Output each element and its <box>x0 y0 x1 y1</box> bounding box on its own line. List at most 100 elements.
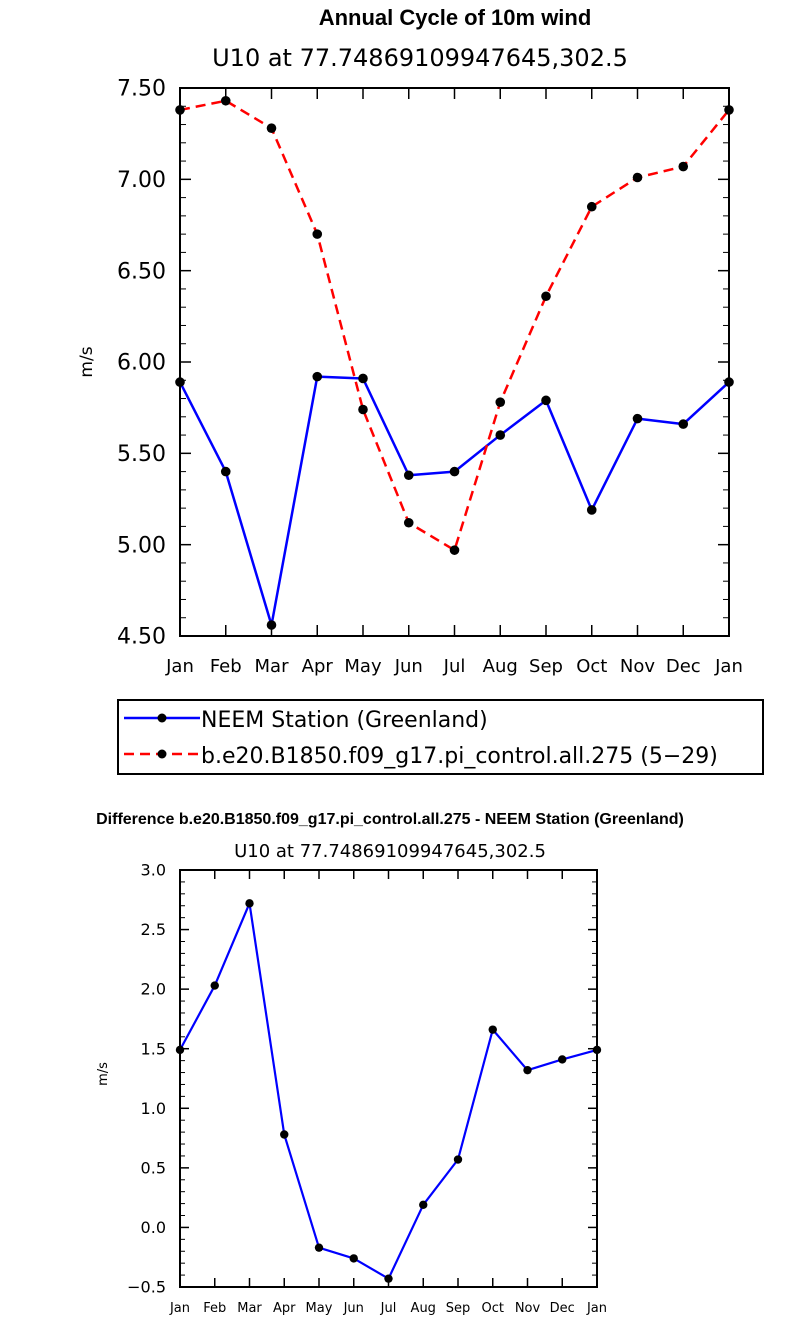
series-0-point <box>523 1065 532 1075</box>
x-tick-label: Oct <box>482 1301 504 1316</box>
x-tick-label: Dec <box>550 1301 575 1316</box>
chart2-subtitle: U10 at 77.74869109947645,302.5 <box>234 841 546 862</box>
y-tick-label: 5.50 <box>117 442 166 467</box>
y-tick-label: 2.5 <box>141 920 166 939</box>
x-tick-label: Jul <box>443 656 466 677</box>
x-tick-label: May <box>306 1301 333 1316</box>
chart2-title: Difference b.e20.B1850.f09_g17.pi_contro… <box>96 811 684 828</box>
chart-difference: Difference b.e20.B1850.f09_g17.pi_contro… <box>96 811 684 1316</box>
y-tick-label: 2.0 <box>141 980 166 999</box>
y-tick-label: 1.0 <box>141 1099 166 1118</box>
x-tick-label: Jan <box>714 656 743 677</box>
series-0-point <box>586 505 597 515</box>
series-0-point <box>175 1045 185 1055</box>
legend-box <box>117 699 764 775</box>
chart1-subtitle: U10 at 77.74869109947645,302.5 <box>212 44 628 72</box>
series-1-point <box>724 105 734 115</box>
y-tick-label: 6.50 <box>117 259 166 284</box>
x-tick-label: Jan <box>586 1301 607 1316</box>
x-tick-label: Jun <box>394 656 423 677</box>
series-line-1 <box>179 99 730 552</box>
chart1-title: Annual Cycle of 10m wind <box>319 5 592 30</box>
series-1-point <box>403 517 414 528</box>
chart1-plot-area: 4.50 5.00 5.50 6.00 6.50 7.00 7.50 Jan Feb Mar Apr… <box>117 77 743 677</box>
x-tick-label: Sep <box>529 656 563 677</box>
series-0-point <box>449 466 460 477</box>
series-0-point <box>210 981 219 990</box>
series-1-point <box>266 123 277 133</box>
x-tick-label: Sep <box>446 1301 471 1316</box>
x-tick-label: Apr <box>302 656 334 677</box>
series-1-point <box>632 172 643 183</box>
chart-annual-cycle: Annual Cycle of 10m wind U10 at 77.74869… <box>77 5 764 775</box>
legend-label-neem: NEEM Station (Greenland) <box>201 708 488 733</box>
series-1-point <box>312 229 323 239</box>
series-1-point <box>541 291 551 302</box>
x-tick-label: Dec <box>666 656 701 677</box>
series-0-point <box>419 1200 428 1209</box>
series-0-point <box>403 470 414 481</box>
series-0-point <box>312 371 323 382</box>
series-0-point <box>384 1274 393 1283</box>
series-0-point <box>245 899 254 908</box>
series-line-0 <box>178 375 730 627</box>
series-0-point <box>175 377 185 387</box>
series-0-point <box>724 377 734 387</box>
series-0-point <box>558 1055 567 1064</box>
x-tick-label: Aug <box>483 656 518 677</box>
plot-frame <box>179 869 598 1288</box>
y-tick-label: 5.00 <box>117 533 166 558</box>
y-tick-label: 6.00 <box>117 351 166 376</box>
chart1-legend: NEEM Station (Greenland) b.e20.B1850.f09… <box>117 699 764 775</box>
series-0-point <box>592 1045 602 1055</box>
x-tick-label: Feb <box>210 656 242 677</box>
series-0-point <box>541 395 551 406</box>
series-0-point <box>220 466 231 477</box>
x-tick-label: May <box>344 656 382 677</box>
y-tick-label: 7.50 <box>117 77 166 102</box>
series-1-point <box>495 397 506 407</box>
y-tick-label: −0.5 <box>127 1278 166 1297</box>
x-tick-label: Jan <box>169 1301 190 1316</box>
x-tick-label: Nov <box>620 656 655 677</box>
y-tick-label: 1.5 <box>141 1039 166 1058</box>
x-tick-label: Oct <box>576 656 607 677</box>
y-tick-label: 3.0 <box>141 861 166 880</box>
x-tick-label: Mar <box>255 656 290 677</box>
y-tick-label: 0.0 <box>141 1218 166 1237</box>
series-0-point <box>488 1025 497 1034</box>
x-tick-label: Nov <box>515 1301 541 1316</box>
x-tick-label: Mar <box>237 1301 262 1316</box>
chart2-plot-area: −0.5 0.0 0.5 1.0 1.5 2.0 2.5 3.0 Jan Feb Mar Apr May… <box>127 861 607 1316</box>
series-1-point <box>678 161 689 172</box>
x-tick-label: Apr <box>273 1301 296 1316</box>
series-0-point <box>495 430 506 440</box>
series-0-point <box>280 1130 289 1139</box>
series-0-point <box>358 373 368 384</box>
series-1-point <box>175 105 185 115</box>
x-tick-label: Feb <box>203 1301 226 1316</box>
y-tick-label: 7.00 <box>117 168 166 193</box>
series-1-point <box>586 201 597 212</box>
series-0-point <box>349 1254 358 1263</box>
chart2-ylabel: m/s <box>96 1062 111 1086</box>
legend-marker-model <box>157 749 167 759</box>
series-0-point <box>678 419 689 429</box>
x-tick-label: Jun <box>343 1301 364 1316</box>
series-line-0 <box>179 902 598 1280</box>
series-0-point <box>266 620 277 630</box>
x-tick-label: Jul <box>380 1301 397 1316</box>
series-0-point <box>453 1155 463 1164</box>
x-tick-label: Aug <box>411 1301 436 1316</box>
series-1-point <box>220 95 231 106</box>
y-tick-label: 0.5 <box>141 1158 166 1177</box>
series-0-point <box>314 1243 324 1252</box>
series-0-point <box>632 413 643 424</box>
series-1-point <box>449 545 460 555</box>
chart1-ylabel: m/s <box>77 346 97 377</box>
y-tick-label: 4.50 <box>117 625 166 650</box>
legend-marker-neem <box>157 713 167 723</box>
x-tick-label: Jan <box>165 656 194 677</box>
legend-label-model: b.e20.B1850.f09_g17.pi_control.all.275 (… <box>201 744 718 769</box>
